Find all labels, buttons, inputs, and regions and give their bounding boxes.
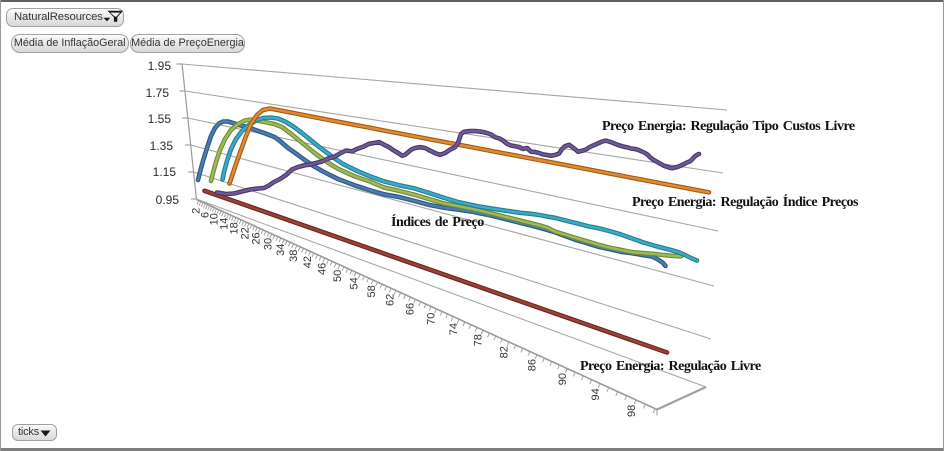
svg-text:6: 6 <box>199 212 211 218</box>
svg-text:86: 86 <box>527 359 539 371</box>
svg-text:2: 2 <box>190 208 202 214</box>
svg-text:26: 26 <box>251 232 263 244</box>
svg-text:90: 90 <box>557 373 569 385</box>
svg-text:42: 42 <box>302 256 314 268</box>
svg-text:82: 82 <box>498 346 510 358</box>
svg-text:18: 18 <box>229 222 241 234</box>
svg-text:58: 58 <box>366 285 378 297</box>
svg-text:94: 94 <box>590 388 602 400</box>
svg-text:98: 98 <box>626 405 638 417</box>
svg-text:46: 46 <box>317 263 329 275</box>
svg-text:30: 30 <box>263 238 275 250</box>
svg-text:54: 54 <box>349 277 361 289</box>
svg-text:22: 22 <box>239 227 251 239</box>
svg-text:74: 74 <box>448 323 460 335</box>
svg-text:50: 50 <box>332 270 344 282</box>
svg-text:66: 66 <box>404 303 416 315</box>
svg-text:62: 62 <box>385 294 397 306</box>
svg-text:14: 14 <box>218 218 230 230</box>
svg-text:78: 78 <box>472 334 484 346</box>
svg-text:34: 34 <box>275 244 287 256</box>
svg-text:10: 10 <box>209 213 221 225</box>
svg-text:70: 70 <box>425 313 437 325</box>
svg-text:38: 38 <box>288 250 300 262</box>
